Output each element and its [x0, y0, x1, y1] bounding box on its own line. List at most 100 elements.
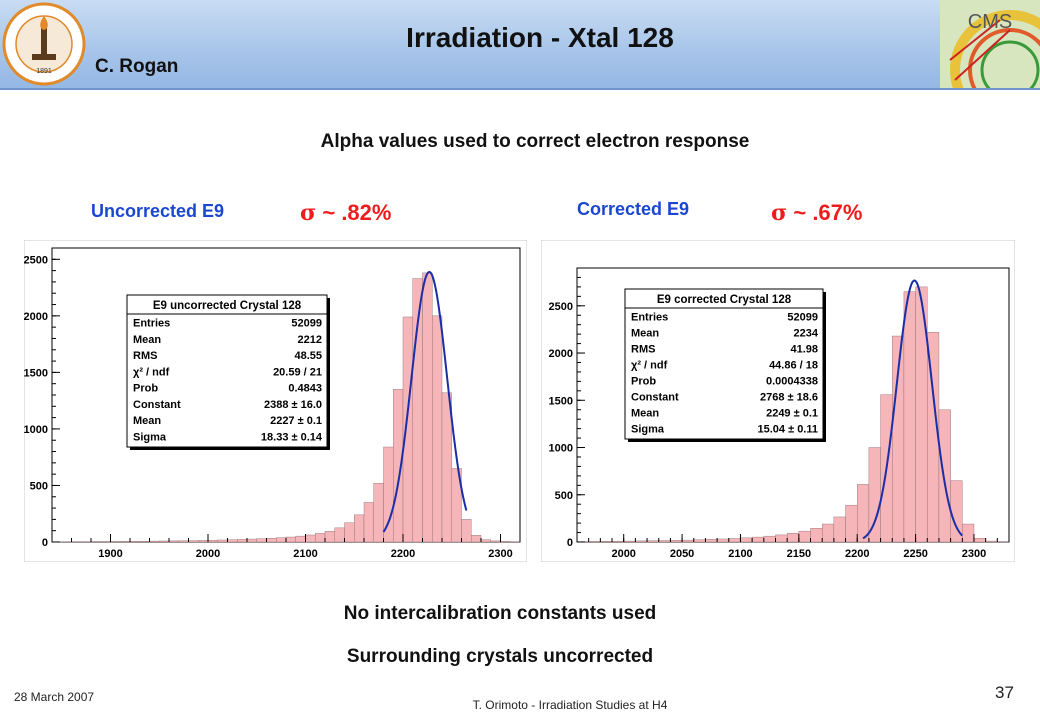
stats-value: 2234 — [794, 327, 819, 339]
histogram-bar — [693, 539, 706, 543]
sigma-symbol: σ — [771, 200, 788, 226]
histogram-bar — [178, 540, 189, 543]
histogram-bar — [985, 540, 998, 543]
histogram-bar — [763, 535, 776, 543]
x-tick-label: 2050 — [670, 548, 694, 560]
x-tick-label: 2100 — [728, 548, 752, 560]
corrected-label: Corrected E9 — [577, 199, 690, 219]
author-name: C. Rogan — [95, 56, 179, 77]
histogram-bar — [198, 540, 209, 543]
histogram-bar — [705, 539, 718, 543]
stats-value: 2227 ± 0.1 — [270, 415, 322, 427]
histogram-bar — [451, 468, 462, 543]
caltech-seal-logo: 1891 — [2, 2, 86, 86]
uncorrected-label: Uncorrected E9 — [91, 201, 225, 221]
histogram-bar — [129, 541, 140, 543]
uncorrected-histogram: 1900 2000 2100 2200 2300 0 500 1000 1500 2000 2500… — [24, 240, 527, 562]
histogram-bar — [588, 541, 601, 543]
histogram-bar — [658, 540, 671, 543]
histogram-bar — [480, 539, 491, 543]
histogram-bar — [635, 540, 648, 543]
histogram-bar — [363, 502, 374, 543]
histogram-bar — [432, 315, 443, 543]
footer-title: T. Orimoto - Irradiation Studies at H4 — [472, 698, 668, 712]
sigma-symbol: σ — [300, 200, 317, 226]
histogram-bar — [681, 539, 694, 543]
gaussian-fit-curve — [862, 279, 964, 540]
histogram-bar — [646, 540, 659, 543]
footer-date: 28 March 2007 — [14, 690, 95, 704]
histogram-bar — [305, 534, 316, 543]
svg-text:CMS: CMS — [968, 11, 1012, 33]
histogram-bar — [903, 291, 916, 543]
stats-value: 2249 ± 0.1 — [766, 407, 818, 419]
histogram-bar — [237, 539, 248, 543]
histogram-bar — [188, 540, 199, 543]
stats-key: Entries — [631, 311, 668, 323]
slide-title: Irradiation - Xtal 128 — [406, 22, 674, 53]
x-tick-label: 2200 — [845, 548, 869, 560]
histogram-bar — [798, 530, 811, 543]
histogram-bar — [786, 533, 800, 543]
histogram-bar — [461, 519, 472, 543]
corrected-histogram: 2000 2050 2100 2150 2200 2250 2300 0 500 1000 1500… — [541, 240, 1015, 562]
histogram-bar — [344, 522, 355, 543]
x-tick-label: 2150 — [787, 548, 811, 560]
stats-key: χ² / ndf — [631, 359, 668, 371]
stats-key: Mean — [133, 415, 161, 427]
stats-value: 41.98 — [790, 343, 818, 355]
note-intercalibration: No intercalibration constants used — [343, 603, 657, 624]
stats-value: 2212 — [298, 334, 322, 346]
stats-key: Prob — [133, 383, 158, 395]
histogram-bar — [441, 392, 452, 543]
stats-value: 52099 — [787, 311, 818, 323]
histogram-bar — [276, 537, 287, 543]
histogram-bar — [246, 538, 257, 543]
note-surrounding: Surrounding crystals uncorrected — [346, 646, 654, 667]
stats-value: 0.0004338 — [766, 375, 818, 387]
stats-key: Mean — [631, 407, 659, 419]
x-tick-label: 2300 — [962, 548, 986, 560]
stats-key: Entries — [133, 318, 170, 330]
stats-key: Sigma — [631, 423, 665, 435]
stats-value: 2388 ± 16.0 — [264, 399, 322, 411]
uncorrected-sigma: σ ~ .82% — [300, 200, 391, 226]
y-tick-label: 500 — [555, 490, 573, 502]
histogram-bar — [266, 538, 277, 543]
histogram-bar — [471, 535, 482, 543]
histogram-bar — [821, 523, 835, 543]
histogram-bar — [740, 537, 753, 543]
gaussian-fit-curve — [382, 270, 468, 533]
x-tick-label: 1900 — [98, 548, 122, 560]
stats-key: Prob — [631, 375, 656, 387]
histogram-bar — [295, 535, 306, 543]
histogram-bar — [775, 534, 788, 543]
stats-key: χ² / ndf — [133, 366, 170, 378]
histogram-bar — [334, 527, 345, 543]
histogram-bar — [324, 531, 335, 543]
stats-value: 0.4843 — [288, 383, 322, 395]
stats-key: Mean — [133, 334, 161, 346]
stats-value: 2768 ± 18.6 — [760, 391, 818, 403]
x-tick-label: 2100 — [293, 548, 317, 560]
stats-box-title: E9 uncorrected Crystal 128 — [153, 300, 302, 312]
histogram-bar — [810, 528, 823, 543]
y-tick-label: 0 — [42, 537, 48, 549]
stats-key: RMS — [133, 350, 157, 362]
y-tick-label: 1000 — [24, 424, 48, 436]
slide-header: 1891 C. Rogan Irradiation - Xtal 128 CMS — [0, 0, 1040, 90]
y-tick-label: 500 — [30, 480, 48, 492]
histogram-bar — [168, 540, 179, 543]
stats-box — [624, 288, 824, 440]
stats-box — [126, 294, 328, 448]
stats-key: Constant — [133, 399, 181, 411]
corrected-sigma: σ ~ .67% — [771, 200, 862, 226]
histogram-bar — [600, 541, 613, 543]
y-tick-label: 2000 — [549, 348, 573, 360]
histogram-bar — [868, 447, 881, 543]
histogram-bar — [490, 540, 501, 543]
histogram-bar — [962, 523, 975, 543]
histogram-bar — [285, 536, 296, 543]
stats-box-title: E9 corrected Crystal 128 — [657, 294, 792, 306]
svg-text:1891: 1891 — [36, 68, 52, 75]
